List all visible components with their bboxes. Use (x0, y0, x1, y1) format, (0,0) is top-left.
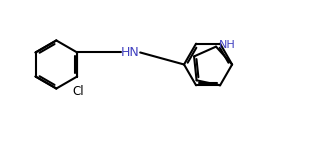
Text: Cl: Cl (73, 85, 84, 98)
Text: HN: HN (121, 46, 140, 59)
Text: NH: NH (219, 40, 236, 50)
